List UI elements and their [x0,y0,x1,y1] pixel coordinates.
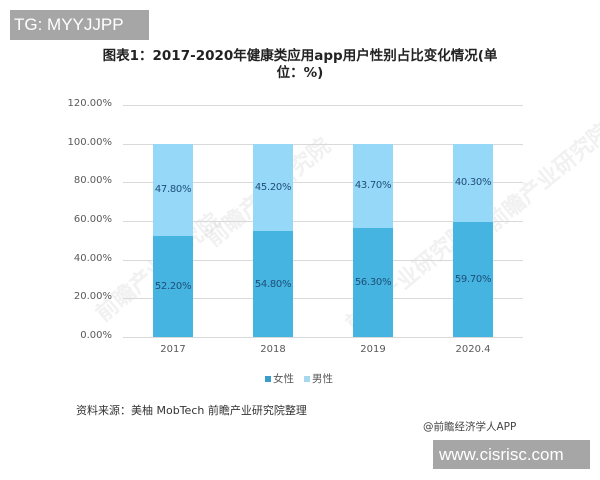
watermark-site: www.cisrisc.com [433,440,590,469]
chart-title-line2: 位：%) [276,65,324,81]
y-tick-label: 120.00% [67,98,113,109]
gridline [123,260,523,261]
bar-segment-female: 52.20% [153,236,193,337]
bar-segment-female: 59.70% [453,221,493,337]
gridline [123,221,523,222]
y-tick-label: 80.00% [73,175,112,186]
gridline [123,182,523,183]
x-tick-label: 2020.4 [455,344,491,355]
x-tick-label: 2019 [360,344,386,355]
background-watermark: 前瞻产业研究院 [481,118,600,237]
legend-label-male: 男性 [312,373,333,385]
chart-title-line1: 图表1：2017-2020年健康类应用app用户性别占比变化情况(单 [102,48,498,64]
bar-segment-female: 56.30% [353,228,393,337]
bar-segment-male: 45.20% [253,143,293,232]
gridline [123,337,523,338]
legend-item-male: 男性 [304,371,333,386]
source-note: 资料来源：美柚 MobTech 前瞻产业研究院整理 [76,404,307,417]
legend-swatch-female-icon [265,375,271,382]
gridline [123,298,523,299]
y-tick-label: 60.00% [73,214,112,225]
legend-item-female: 女性 [265,371,294,386]
y-tick-label: 0.00% [80,330,112,341]
credit-note: @前瞻经济学人APP [423,421,517,433]
bar-segment-male: 40.30% [453,143,493,222]
y-tick-label: 100.00% [67,137,113,148]
chart-legend: 女性 男性 [265,371,333,386]
watermark-tg: TG: MYYJJPP [10,10,149,40]
y-tick-label: 40.00% [73,253,112,264]
gridline [123,105,523,106]
x-tick-label: 2017 [160,344,186,355]
bar-segment-male: 43.70% [353,143,393,229]
bar-segment-male: 47.80% [153,143,193,237]
x-tick-label: 2018 [260,344,286,355]
chart-title: 图表1：2017-2020年健康类应用app用户性别占比变化情况(单 位：%) [60,48,540,82]
gridline [123,144,523,145]
legend-label-female: 女性 [273,373,294,385]
y-tick-label: 20.00% [73,291,112,302]
legend-swatch-male-icon [304,375,310,382]
bar-segment-female: 54.80% [253,231,293,337]
